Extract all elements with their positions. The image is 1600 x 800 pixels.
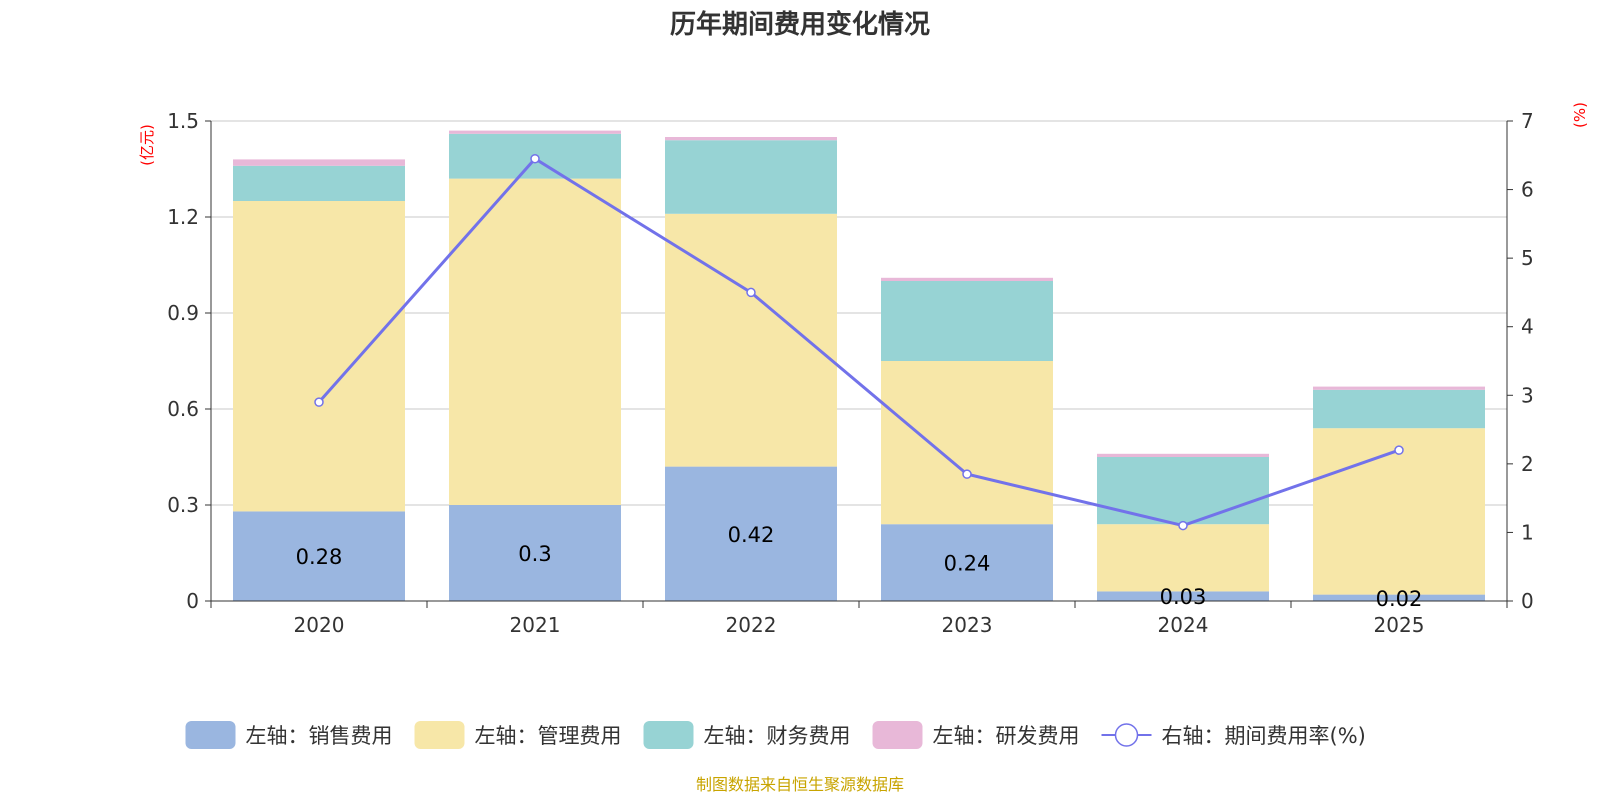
data-label: 0.3 xyxy=(518,542,551,566)
legend-swatch xyxy=(643,721,694,749)
x-axis-tick-label: 2025 xyxy=(1374,613,1425,637)
left-axis-tick-label: 0.3 xyxy=(167,493,199,517)
right-axis-tick-label: 0 xyxy=(1521,589,1534,613)
legend-label: 左轴：销售费用 xyxy=(246,724,393,748)
data-labels: 0.28 0.3 0.42 0.24 0.03 0.02 xyxy=(296,523,1423,611)
line-point xyxy=(962,469,972,479)
grid-lines xyxy=(211,120,1507,506)
right-axis-tick-label: 1 xyxy=(1521,520,1534,544)
x-axis-tick-label: 2020 xyxy=(294,613,345,637)
left-axis-tick-label: 1.5 xyxy=(167,109,199,133)
left-axis-tick-label: 0.6 xyxy=(167,397,199,421)
data-label: 0.02 xyxy=(1376,587,1423,611)
data-label: 0.28 xyxy=(296,545,343,569)
bar-segment xyxy=(665,140,837,214)
legend-swatch xyxy=(872,721,923,749)
right-axis-tick-label: 3 xyxy=(1521,383,1534,407)
bar-segment xyxy=(1313,386,1485,390)
bar-segment xyxy=(233,165,405,201)
bar-segment xyxy=(233,511,405,601)
bar-segment xyxy=(449,178,621,505)
legend-swatch xyxy=(414,721,465,749)
legend-label: 左轴：财务费用 xyxy=(704,724,851,748)
x-axis-tick-label: 2023 xyxy=(942,613,993,637)
right-axis-tick-label: 2 xyxy=(1521,452,1534,476)
left-axis-tick-label: 1.2 xyxy=(167,205,199,229)
legend-label: 左轴：研发费用 xyxy=(933,724,1080,748)
bar-segment xyxy=(665,466,837,601)
line-point xyxy=(1394,445,1404,455)
x-axis-tick-label: 2021 xyxy=(510,613,561,637)
left-axis-tick-label: 0 xyxy=(186,589,199,613)
bar-segment xyxy=(449,505,621,601)
bar-segment xyxy=(881,281,1053,361)
legend-marker xyxy=(1114,723,1139,747)
line-series xyxy=(314,153,1404,531)
bar-segment xyxy=(665,137,837,141)
legend: 左轴：销售费用 左轴：管理费用 左轴：财务费用 左轴：研发费用 右轴：期间费用率(%) xyxy=(185,721,1366,749)
bar-segment xyxy=(233,159,405,166)
x-axis-tick-label: 2024 xyxy=(1158,613,1209,637)
line-point xyxy=(530,153,540,164)
source-note: 制图数据来自恒生聚源数据库 xyxy=(696,775,904,794)
right-axis-tick-label: 4 xyxy=(1521,315,1534,339)
left-axis-unit: (亿元) xyxy=(138,124,156,166)
data-label: 0.03 xyxy=(1160,585,1207,609)
bar-segment xyxy=(1313,428,1485,595)
bar-group xyxy=(233,130,1485,601)
bar-segment xyxy=(881,277,1053,281)
axes: 0 0.3 0.6 0.9 1.2 1.5 0 1 2 3 4 5 6 7 2020 2021 2022 2023… xyxy=(167,109,1534,637)
right-axis-tick-label: 5 xyxy=(1521,246,1534,270)
legend-label: 右轴：期间费用率(%) xyxy=(1162,724,1366,748)
right-axis-tick-label: 7 xyxy=(1521,109,1534,133)
bar-segment xyxy=(1097,457,1269,525)
bar-segment xyxy=(665,213,837,467)
right-axis-unit: (%) xyxy=(1571,102,1589,128)
legend-swatch xyxy=(185,721,236,749)
line-point xyxy=(1178,520,1188,531)
bar-segment xyxy=(1313,594,1485,601)
bar-segment xyxy=(1097,524,1269,592)
right-axis-tick-label: 6 xyxy=(1521,178,1534,202)
bar-segment xyxy=(881,524,1053,601)
bar-segment xyxy=(449,130,621,134)
bar-segment xyxy=(233,201,405,512)
data-label: 0.24 xyxy=(944,552,991,576)
data-label: 0.42 xyxy=(728,523,775,547)
bar-segment xyxy=(1097,591,1269,601)
bar-segment xyxy=(1313,389,1485,429)
line-path xyxy=(317,156,1400,528)
left-axis-tick-label: 0.9 xyxy=(167,301,199,325)
legend-label: 左轴：管理费用 xyxy=(475,724,622,748)
line-point xyxy=(314,397,324,407)
chart-title: 历年期间费用变化情况 xyxy=(670,9,930,40)
x-axis-tick-label: 2022 xyxy=(726,613,777,637)
line-point xyxy=(746,287,756,298)
bar-segment xyxy=(881,361,1053,525)
bar-segment xyxy=(1097,453,1269,457)
